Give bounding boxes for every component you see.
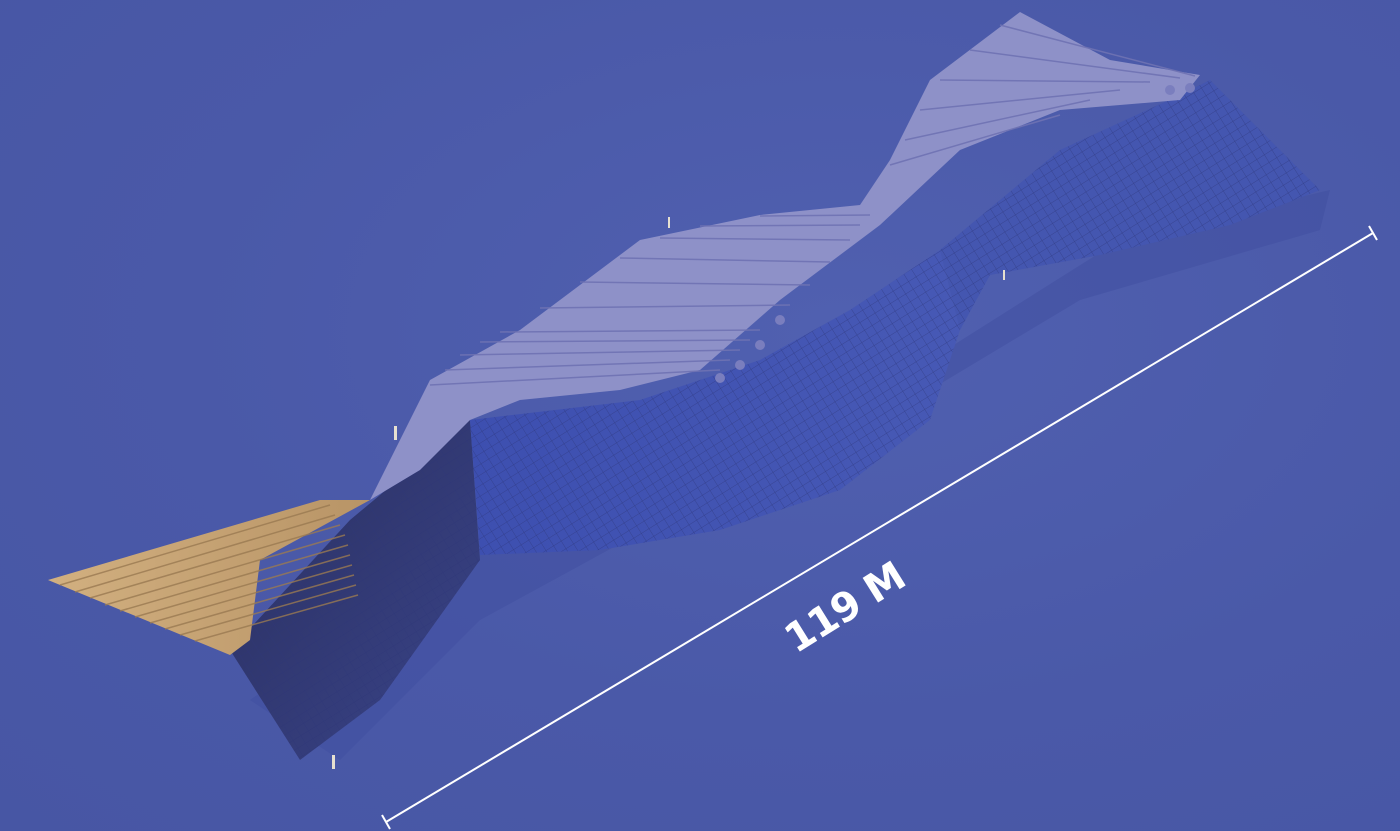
lattice-grid-left: [230, 420, 480, 760]
wood-slats: [48, 500, 370, 655]
human-figures: [332, 217, 1005, 769]
top-slats: [370, 12, 1200, 500]
dimension-line: [381, 225, 1378, 830]
lattice-grid-right: [940, 80, 1320, 330]
lattice-grid-middle: [470, 250, 960, 555]
